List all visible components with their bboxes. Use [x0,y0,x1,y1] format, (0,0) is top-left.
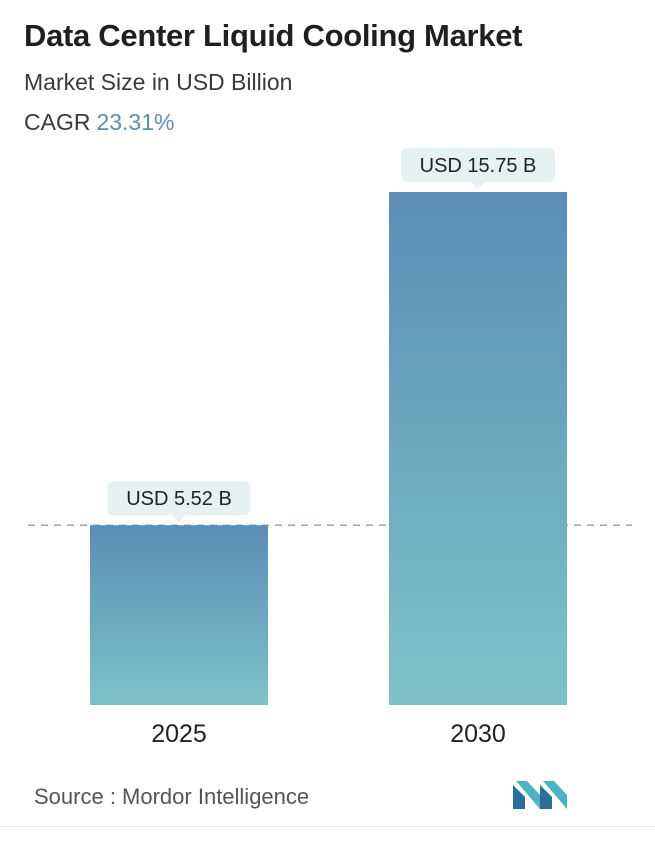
cagr-line: CAGR 23.31% [24,109,174,136]
data-label-2025: USD 5.52 B [107,481,251,523]
chart-subtitle: Market Size in USD Billion [24,69,293,95]
cagr-label: CAGR [24,109,91,135]
data-label-text: USD 5.52 B [126,488,232,510]
data-label-bubble [107,481,251,516]
mordor-intelligence-logo-icon [513,781,567,814]
x-tick-label-2030: 2030 [450,720,506,748]
bar-2030 [389,192,567,705]
data-label-pointer [172,515,186,523]
x-tick-label-2025: 2025 [151,720,207,748]
footer-divider [0,826,655,827]
bar-2025 [90,525,268,705]
source-text: Source : Mordor Intelligence [34,784,310,809]
data-label-pointer [471,182,485,189]
data-label-bubble [400,148,556,182]
data-label-2030: USD 15.75 B [400,148,556,189]
chart-title: Data Center Liquid Cooling Market [24,18,523,53]
data-label-text: USD 15.75 B [420,155,537,177]
cagr-value: 23.31% [96,109,175,135]
